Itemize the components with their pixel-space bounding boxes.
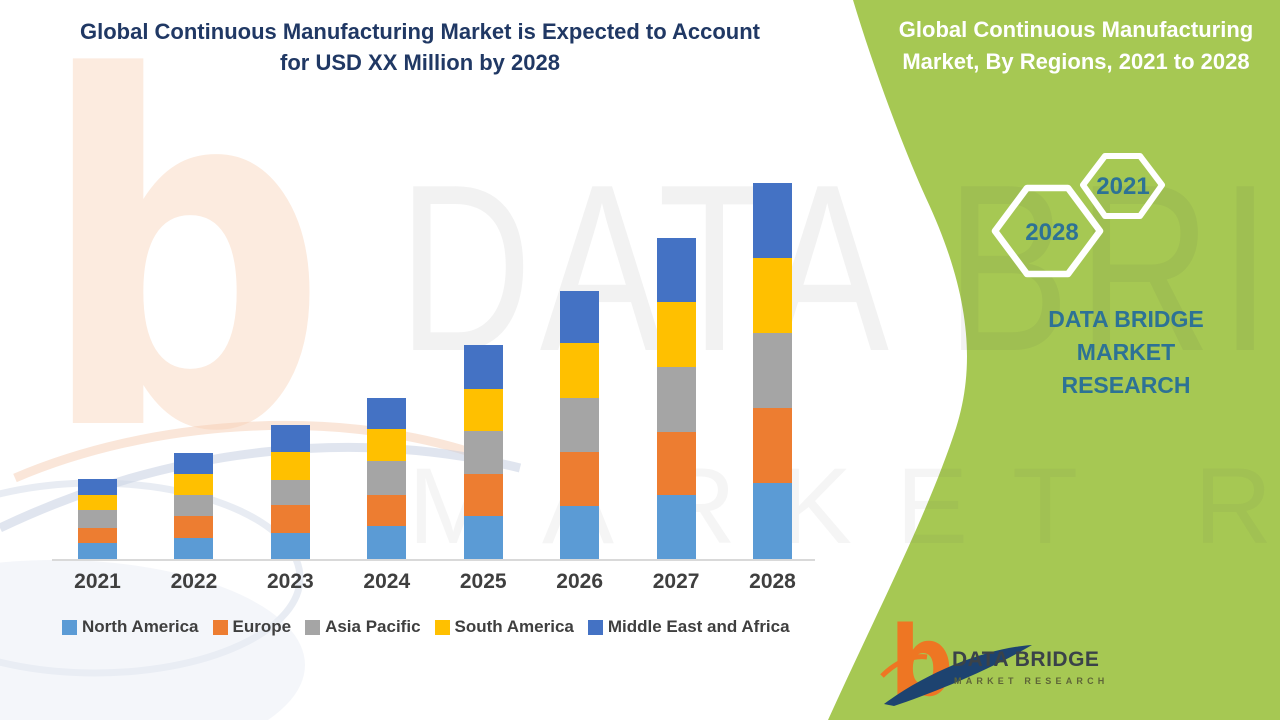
legend-swatch — [62, 619, 77, 635]
watermark-b-letter: b — [39, 0, 328, 537]
x-axis-label: 2023 — [267, 570, 314, 593]
bar-segment — [78, 479, 117, 495]
bar-segment — [753, 258, 792, 333]
brand-name: DATA BRIDGE MARKET RESEARCH — [1000, 303, 1252, 402]
bar-2028 — [753, 183, 792, 560]
legend-swatch — [305, 619, 321, 635]
bar-2021 — [78, 479, 117, 560]
legend-label: Asia Pacific — [325, 617, 421, 636]
bar-segment — [656, 495, 696, 560]
bar-2023 — [270, 425, 310, 560]
bar-2025 — [463, 345, 503, 560]
bar-segment — [560, 452, 600, 506]
logo-wordmark: DATA BRIDGE — [952, 648, 1100, 671]
bar-segment — [174, 453, 214, 474]
bar-segment — [753, 408, 792, 483]
bar-segment — [463, 516, 503, 560]
legend-item: South America — [434, 617, 574, 637]
x-axis-label: 2026 — [556, 570, 603, 593]
x-axis-label: 2021 — [74, 570, 121, 593]
legend-label: Middle East and Africa — [607, 617, 790, 636]
bar-segment — [270, 505, 310, 533]
legend-label: South America — [454, 617, 574, 636]
legend-item: North America — [62, 617, 199, 637]
x-axis-label: 2028 — [749, 570, 796, 593]
side-panel-heading: Global Continuous Manufacturing Market, … — [880, 14, 1272, 78]
bar-segment — [560, 506, 600, 560]
hexagon-2028-icon — [991, 184, 1104, 278]
bar-segment — [270, 452, 310, 480]
bar-segment — [78, 510, 117, 528]
bar-segment — [463, 431, 503, 474]
bar-segment — [560, 343, 600, 398]
bar-segment — [753, 183, 792, 258]
dbmr-logo: b DATA BRIDGE MARKET RESEARCH — [870, 612, 1170, 717]
bar-segment — [78, 495, 117, 510]
legend-label: North America — [82, 617, 199, 636]
x-axis-label: 2027 — [652, 570, 700, 593]
bar-segment — [174, 516, 214, 538]
logo-swoosh-icon — [880, 645, 1032, 706]
bar-segment — [560, 398, 600, 452]
hexagon-2021-icon — [1080, 153, 1165, 219]
bar-2026 — [560, 291, 600, 560]
bar-2024 — [367, 398, 407, 560]
brand-line1: DATA BRIDGE MARKET — [1048, 306, 1204, 365]
x-axis-line — [52, 559, 815, 561]
bar-segment — [367, 398, 407, 429]
bar-segment — [270, 425, 310, 452]
bar-segment — [463, 389, 503, 431]
bar-segment — [78, 528, 117, 543]
bar-segment — [367, 495, 407, 526]
hexagon-2021-label: 2021 — [1096, 173, 1150, 200]
bar-segment — [367, 526, 407, 560]
bar-2022 — [174, 453, 214, 560]
legend-swatch — [587, 619, 603, 635]
bar-segment — [463, 474, 503, 516]
legend-swatch — [212, 619, 228, 635]
page-title: Global Continuous Manufacturing Market i… — [40, 16, 800, 78]
bar-segment — [656, 432, 696, 495]
hexagon-2028-label: 2028 — [1025, 219, 1079, 246]
legend-label: Europe — [232, 617, 292, 636]
brand-line2: RESEARCH — [1061, 372, 1191, 398]
legend-item: Asia Pacific — [305, 617, 421, 637]
bar-segment — [463, 345, 503, 389]
side-panel-heading-line1: Global Continuous Manufacturing — [898, 17, 1254, 42]
bar-segment — [367, 429, 407, 461]
bar-segment — [174, 474, 214, 495]
bar-segment — [367, 461, 407, 495]
x-axis-label: 2024 — [363, 570, 411, 593]
bar-segment — [270, 533, 310, 560]
legend-item: Middle East and Africa — [587, 617, 790, 637]
bar-segment — [656, 367, 696, 432]
legend-item: Europe — [212, 617, 292, 637]
x-axis-label: 2022 — [170, 570, 218, 593]
bar-segment — [174, 495, 214, 516]
bar-segment — [560, 291, 600, 343]
legend-swatch — [434, 619, 450, 635]
title-line2: for USD XX Million by 2028 — [280, 50, 560, 75]
bar-2027 — [656, 238, 696, 560]
bar-segment — [656, 238, 696, 302]
green-panel-shape — [828, 0, 1280, 720]
watermark-subtext-text: MARKET RESEARCH — [408, 445, 1280, 566]
bar-segment — [753, 333, 792, 408]
legend: North America Europe Asia Pacific South Ame… — [62, 617, 790, 637]
bar-segment — [270, 480, 310, 505]
watermark-wordmark-text: DATA BRIDGE — [398, 136, 1280, 401]
bar-segment — [174, 538, 214, 560]
title-line1: Global Continuous Manufacturing Market i… — [79, 19, 760, 44]
bar-segment — [753, 483, 792, 560]
bar-segment — [78, 543, 117, 560]
bar-segment — [656, 302, 696, 367]
x-axis-label: 2025 — [459, 570, 507, 593]
logo-subtext: MARKET RESEARCH — [954, 676, 1109, 686]
side-panel-heading-line2: Market, By Regions, 2021 to 2028 — [902, 49, 1250, 74]
